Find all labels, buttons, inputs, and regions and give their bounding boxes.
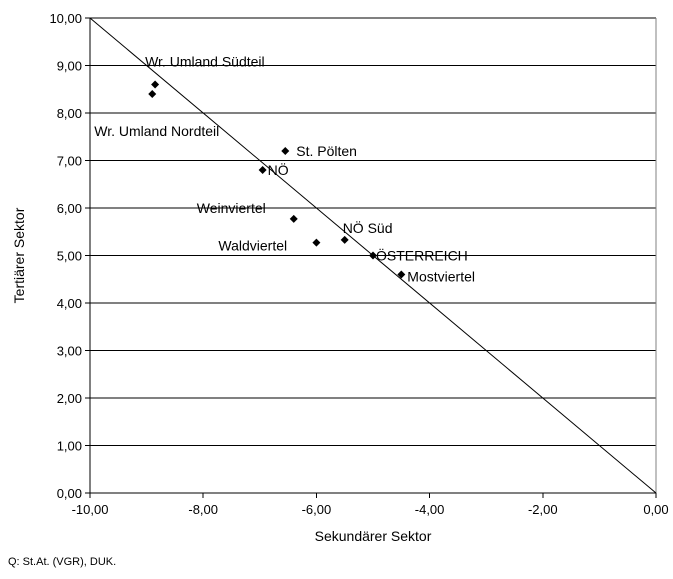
point-label-2: St. Pölten (296, 143, 357, 159)
y-tick-label-8: 8,00 (57, 106, 82, 121)
x-tick-label-0: -10,00 (72, 502, 109, 517)
data-point-8 (397, 270, 406, 279)
data-point-3 (258, 166, 267, 174)
y-tick-label-0: 0,00 (57, 486, 82, 501)
y-tick-label-7: 7,00 (57, 154, 82, 169)
point-label-1: Wr. Umland Nordteil (94, 123, 219, 139)
y-tick-label-10: 10,00 (49, 11, 82, 26)
data-point-2 (281, 147, 290, 155)
point-label-3: NÖ (268, 161, 289, 178)
x-tick-label-2: -6,00 (302, 502, 332, 517)
source-note: Q: St.At. (VGR), DUK. (8, 556, 117, 568)
x-tick-labels: -10,00 -8,00 -6,00 -4,00 -2,00 0,00 (72, 493, 669, 517)
data-point-4 (289, 214, 298, 223)
y-axis-title: Tertiärer Sektor (11, 207, 27, 303)
data-point-1 (148, 90, 157, 98)
y-tick-label-5: 5,00 (57, 249, 82, 264)
data-point-6 (340, 235, 349, 244)
y-tick-label-4: 4,00 (57, 296, 82, 311)
data-point-7 (369, 251, 377, 260)
x-axis-title: Sekundärer Sektor (315, 528, 432, 544)
point-label-8: Mostviertel (407, 269, 475, 285)
y-tick-labels: 0,00 1,00 2,00 3,00 4,00 5,00 6,00 7,00 8,00 9,00… (49, 11, 90, 501)
y-tick-label-9: 9,00 (57, 59, 82, 74)
x-tick-label-3: -4,00 (415, 502, 445, 517)
y-tick-label-2: 2,00 (57, 391, 82, 406)
point-labels: Wr. Umland Südteil Wr. Umland Nordteil St.… (94, 54, 475, 285)
data-points (148, 80, 406, 279)
point-label-7: ÖSTERREICH (376, 247, 468, 264)
point-label-0: Wr. Umland Südteil (145, 54, 265, 70)
x-tick-label-5: 0,00 (643, 502, 668, 517)
point-label-4: Weinviertel (197, 200, 266, 216)
y-tick-label-6: 6,00 (57, 201, 82, 216)
data-point-0 (151, 80, 160, 89)
point-label-6: NÖ Süd (343, 219, 393, 236)
y-tick-label-3: 3,00 (57, 344, 82, 359)
data-point-5 (312, 238, 321, 247)
point-label-5: Waldviertel (218, 238, 287, 254)
y-tick-label-1: 1,00 (57, 439, 82, 454)
x-tick-label-1: -8,00 (188, 502, 218, 517)
x-tick-label-4: -2,00 (528, 502, 558, 517)
